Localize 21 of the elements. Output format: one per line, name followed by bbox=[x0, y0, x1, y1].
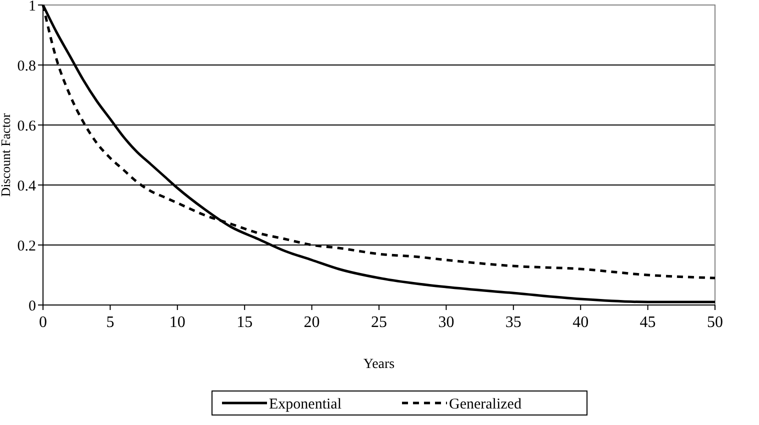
x-tick-label: 30 bbox=[438, 314, 454, 331]
x-tick-label: 10 bbox=[169, 314, 186, 331]
x-axis-title: Years bbox=[363, 357, 395, 372]
y-tick-label: 1 bbox=[28, 0, 36, 14]
x-tick-label: 20 bbox=[304, 314, 320, 331]
y-tick-label: 0.2 bbox=[17, 238, 36, 254]
x-tick-label: 5 bbox=[106, 314, 114, 331]
y-tick-label: 0.6 bbox=[17, 118, 36, 134]
y-tick-label: 0.8 bbox=[17, 58, 36, 74]
y-axis-title: Discount Factor bbox=[0, 112, 13, 197]
x-tick-label: 50 bbox=[707, 314, 723, 331]
y-tick-label: 0.4 bbox=[17, 178, 36, 194]
y-tick-label: 0 bbox=[28, 298, 36, 314]
x-tick-label: 40 bbox=[572, 314, 589, 331]
x-tick-label: 35 bbox=[505, 314, 522, 331]
x-tick-label: 15 bbox=[236, 314, 253, 331]
legend-label: Exponential bbox=[269, 396, 342, 412]
x-tick-label: 45 bbox=[640, 314, 656, 331]
x-tick-label: 25 bbox=[371, 314, 387, 331]
x-tick-label: 0 bbox=[39, 314, 47, 331]
legend-label: Generalized bbox=[449, 396, 522, 412]
